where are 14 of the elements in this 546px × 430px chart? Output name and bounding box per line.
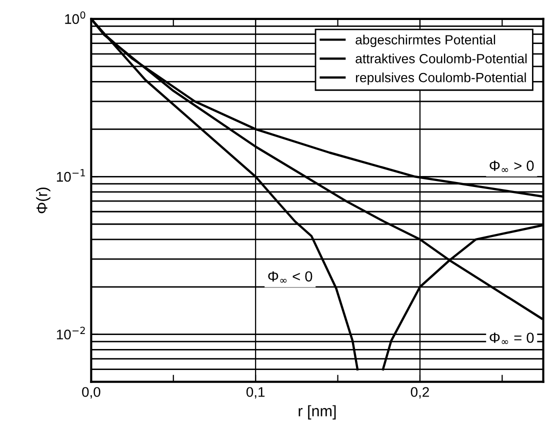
annotation: Φ$_{∞}$ > 0 xyxy=(490,160,534,172)
annotation: Φ$_{∞}$ = 0 xyxy=(490,332,534,344)
x-axis-title: r [nm] xyxy=(298,405,336,420)
legend-label: attraktives Coulomb-Potential xyxy=(356,54,527,64)
legend-label: repulsives Coulomb-Potential xyxy=(356,72,526,85)
annotation: Φ$_{∞}$ < 0 xyxy=(268,271,312,283)
y-tick-label: 10$^{−1}$ xyxy=(56,169,85,182)
legend-label: abgeschirmtes Potential xyxy=(356,34,496,48)
x-tick-label: 0,2 xyxy=(410,387,429,399)
y-tick-label: 10$^{0}$ xyxy=(65,11,86,24)
x-tick-label: 0,1 xyxy=(246,387,265,399)
y-axis-title: Φ(r) xyxy=(36,188,50,214)
y-tick-label: 10$^{−2}$ xyxy=(56,326,85,340)
x-tick-label: 0,0 xyxy=(82,387,100,399)
